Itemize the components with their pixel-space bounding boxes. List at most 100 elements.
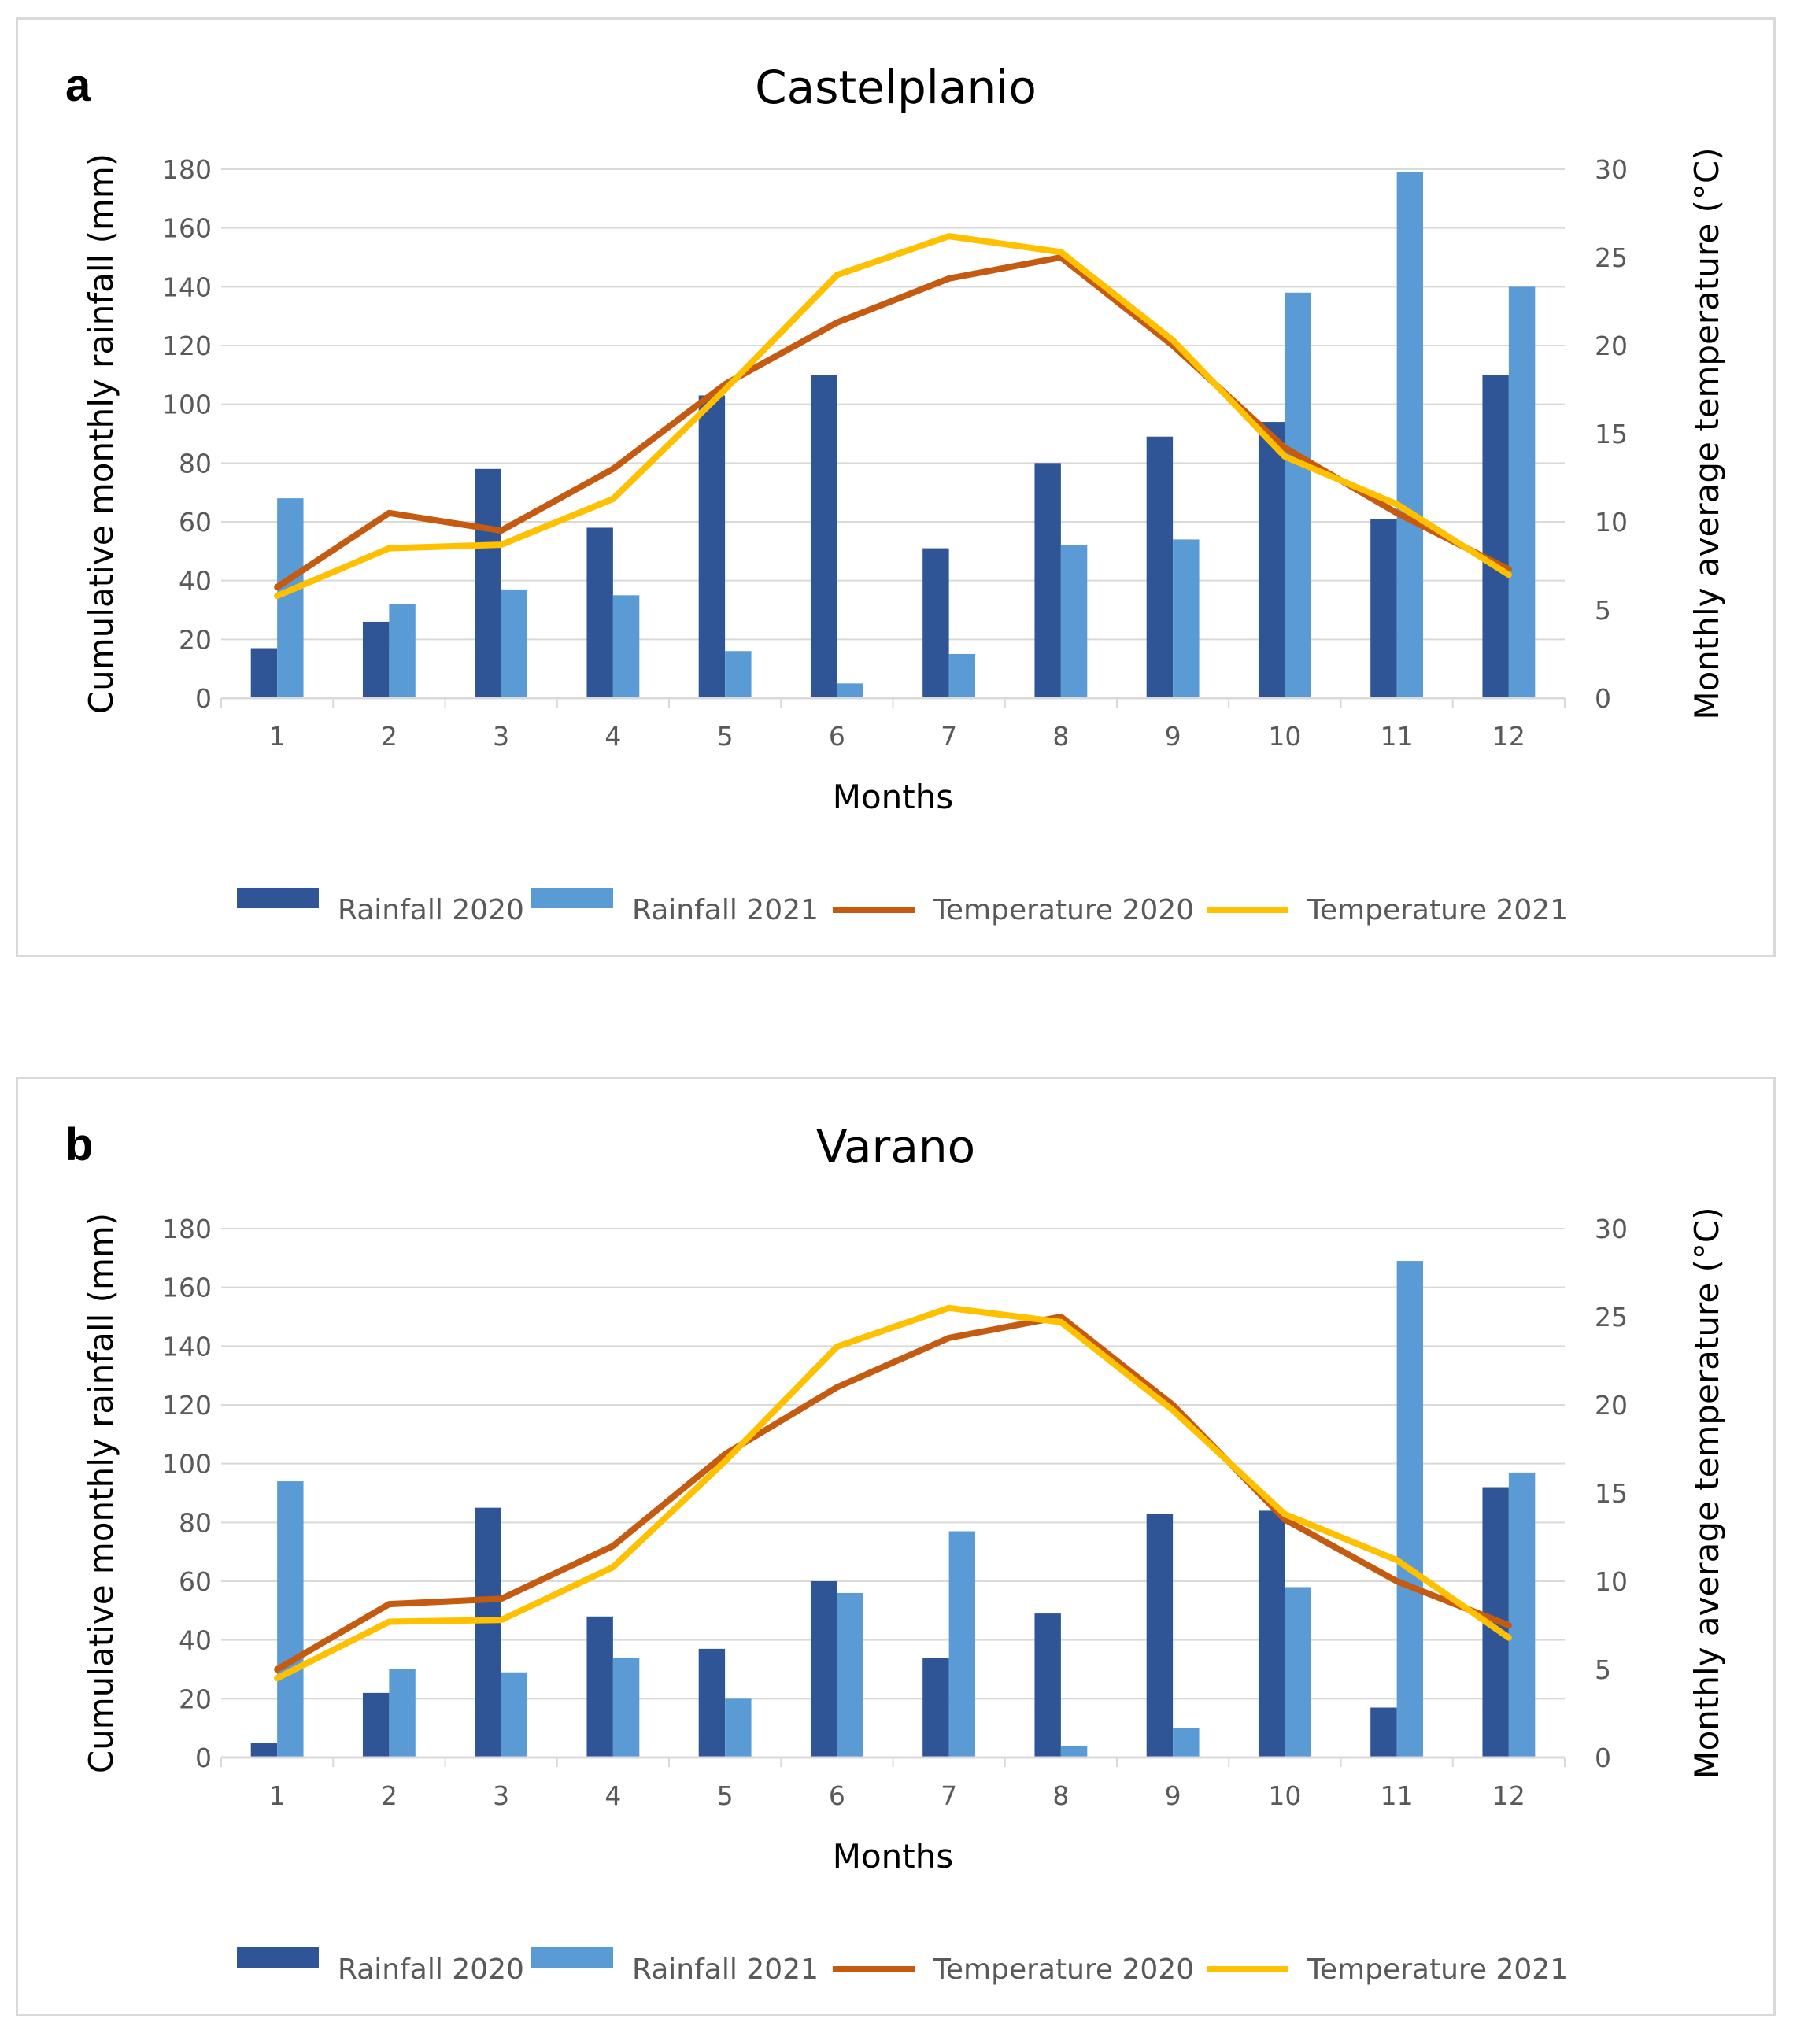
- bar-rainfall-2021: [1060, 1746, 1088, 1758]
- panel-letter: b: [65, 1119, 94, 1170]
- x-tick-label: 3: [493, 721, 509, 752]
- y2-tick-label: 30: [1595, 1214, 1628, 1244]
- legend-label: Rainfall 2021: [632, 894, 819, 926]
- bar-rainfall-2021: [1285, 292, 1311, 698]
- bar-rainfall-2020: [698, 1648, 726, 1758]
- bar-rainfall-2020: [922, 1658, 949, 1758]
- chart-panel-a: a Castelplanio 0 20 40 60 80 100 120 140 160 180 0…: [16, 17, 1776, 957]
- y2-tick-label: 0: [1595, 1743, 1611, 1773]
- x-tick-label: 8: [1052, 1780, 1069, 1811]
- y-tick-label: 20: [179, 624, 212, 655]
- bar-rainfall-2020: [1146, 436, 1174, 698]
- y2-tick-label: 0: [1595, 683, 1611, 714]
- x-tick-label: 11: [1381, 721, 1414, 752]
- bar-rainfall-2020: [586, 1616, 613, 1758]
- bar-rainfall-2021: [1508, 286, 1536, 698]
- x-tick-label: 5: [717, 1780, 734, 1811]
- y-tick-label: 120: [162, 331, 212, 361]
- x-tick-label: 1: [269, 1780, 286, 1811]
- bar-rainfall-2020: [1034, 463, 1061, 698]
- chart-title: Castelplanio: [755, 61, 1037, 114]
- bar-rainfall-2021: [1060, 545, 1088, 698]
- panel-letter: a: [65, 60, 91, 111]
- bar-rainfall-2021: [725, 1698, 752, 1758]
- bar-rainfall-2021: [1396, 1261, 1424, 1758]
- legend-swatch: [531, 1947, 613, 1968]
- line-temperature-2021: [274, 233, 1512, 600]
- bar-rainfall-2021: [389, 1669, 416, 1758]
- y2-tick-label: 5: [1595, 595, 1611, 626]
- y-tick-label: 0: [195, 1743, 212, 1773]
- y2-tick-label: 25: [1595, 242, 1628, 273]
- bar-rainfall-2021: [948, 654, 976, 698]
- y2-tick-label: 5: [1595, 1654, 1611, 1685]
- y2-tick-label: 25: [1595, 1302, 1628, 1332]
- bar-rainfall-2020: [698, 395, 726, 698]
- y2-tick-label: 20: [1595, 331, 1628, 361]
- legend-label: Temperature 2021: [1307, 1953, 1568, 1986]
- x-tick-label: 12: [1492, 721, 1525, 752]
- bar-rainfall-2021: [1396, 172, 1424, 698]
- y2-tick-label: 15: [1595, 1478, 1628, 1509]
- y-tick-label: 0: [195, 683, 212, 714]
- bar-rainfall-2020: [362, 621, 390, 698]
- bar-rainfall-2020: [1034, 1613, 1061, 1758]
- bar-rainfall-2021: [389, 604, 416, 698]
- bar-rainfall-2020: [810, 375, 837, 698]
- chart-title: Varano: [815, 1120, 976, 1174]
- x-tick-label: 2: [381, 721, 397, 752]
- x-tick-label: 12: [1492, 1780, 1525, 1811]
- x-tick-label: 10: [1268, 1780, 1301, 1811]
- y-tick-label: 120: [162, 1390, 212, 1421]
- y-tick-label: 60: [179, 507, 212, 538]
- x-tick-label: 5: [717, 721, 734, 752]
- y-tick-label: 80: [179, 1507, 212, 1538]
- legend-label: Rainfall 2020: [338, 894, 524, 926]
- legend-label: Temperature 2020: [933, 1953, 1194, 1986]
- legend-swatch: [237, 888, 319, 908]
- x-tick-label: 2: [381, 1780, 397, 1811]
- y-axis-title: Cumulative monthly rainfall (mm): [82, 1213, 120, 1773]
- x-tick-label: 3: [493, 1780, 509, 1811]
- bar-rainfall-2020: [250, 1743, 278, 1758]
- x-tick-label: 6: [829, 721, 845, 752]
- y-tick-label: 180: [162, 154, 212, 185]
- bar-rainfall-2021: [277, 498, 304, 698]
- bar-rainfall-2020: [1370, 1707, 1397, 1758]
- y-tick-label: 20: [179, 1684, 212, 1714]
- y-tick-label: 140: [162, 272, 212, 302]
- y-tick-label: 80: [179, 448, 212, 479]
- y2-tick-label: 15: [1595, 419, 1628, 449]
- line-temperature-2020: [274, 1314, 1512, 1673]
- x-tick-label: 8: [1052, 721, 1069, 752]
- x-tick-label: 7: [941, 1780, 957, 1811]
- legend-label: Temperature 2020: [933, 894, 1194, 926]
- bar-rainfall-2021: [501, 589, 528, 698]
- x-tick-label: 9: [1165, 721, 1181, 752]
- x-tick-label: 6: [829, 1780, 845, 1811]
- y2-tick-label: 10: [1595, 507, 1628, 538]
- y2-axis-title: Monthly average temperature (°C): [1688, 1207, 1726, 1779]
- y2-tick-label: 30: [1595, 154, 1628, 185]
- y-tick-label: 60: [179, 1566, 212, 1597]
- legend-label: Temperature 2021: [1307, 894, 1568, 926]
- x-tick-label: 1: [269, 721, 286, 752]
- y-axis-title: Cumulative monthly rainfall (mm): [82, 153, 120, 714]
- line-temperature-2021: [274, 1304, 1512, 1682]
- bar-rainfall-2020: [250, 648, 278, 698]
- x-tick-label: 7: [941, 721, 957, 752]
- bar-rainfall-2020: [1258, 1510, 1285, 1758]
- bar-rainfall-2020: [810, 1581, 837, 1758]
- y2-tick-label: 20: [1595, 1390, 1628, 1421]
- bar-rainfall-2020: [586, 527, 613, 698]
- y-tick-label: 100: [162, 1449, 212, 1480]
- legend-label: Rainfall 2021: [632, 1953, 819, 1986]
- bar-rainfall-2021: [1508, 1472, 1536, 1758]
- y2-axis-title: Monthly average temperature (°C): [1688, 147, 1726, 719]
- legend-label: Rainfall 2020: [338, 1953, 524, 1986]
- bar-rainfall-2021: [1173, 1728, 1200, 1758]
- bar-rainfall-2020: [362, 1692, 390, 1758]
- legend-swatch: [531, 888, 613, 908]
